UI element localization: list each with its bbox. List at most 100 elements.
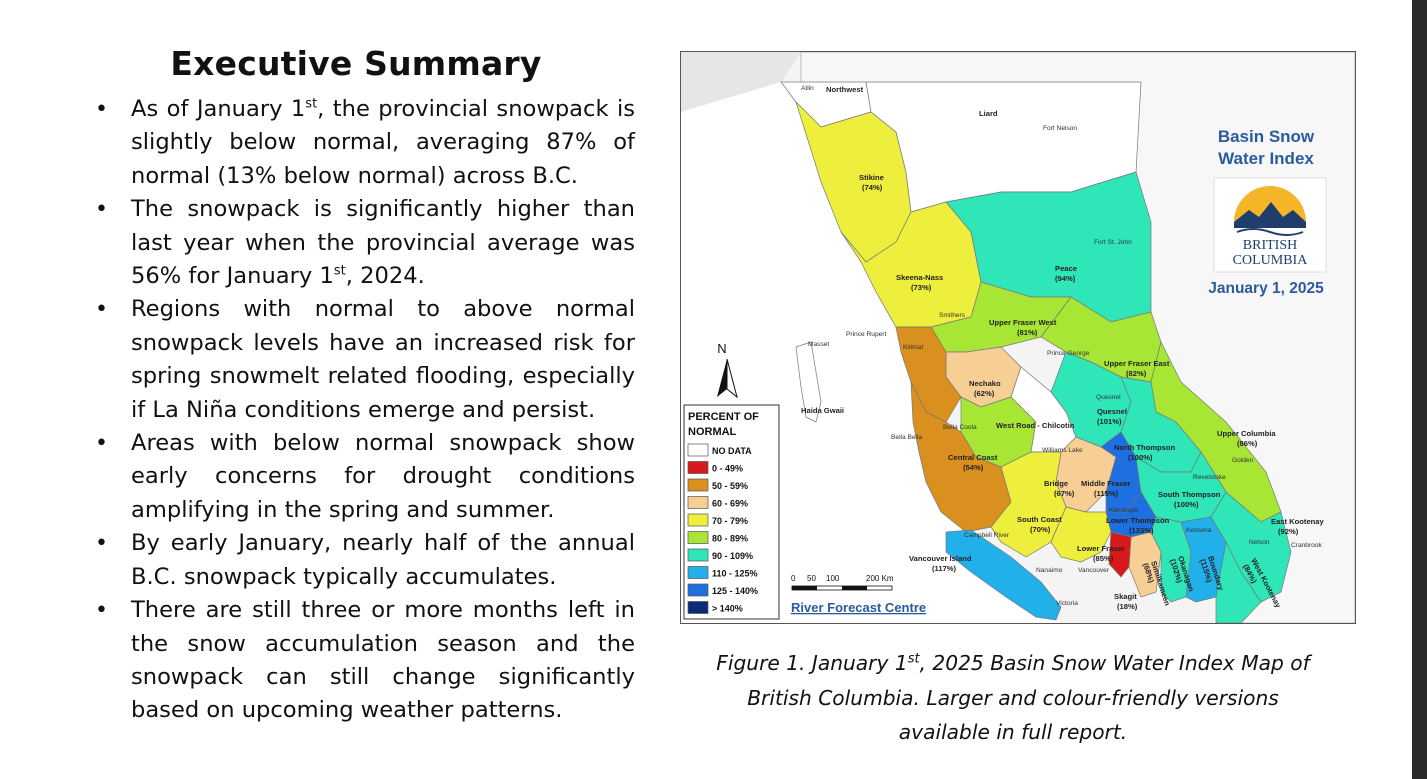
svg-text:NORMAL: NORMAL (688, 426, 737, 438)
svg-text:Central Coast: Central Coast (948, 453, 998, 462)
svg-text:(73%): (73%) (911, 283, 932, 292)
legend-swatch (687, 513, 709, 527)
svg-text:Bella Coola: Bella Coola (943, 424, 977, 431)
svg-text:Northwest: Northwest (826, 85, 864, 94)
svg-text:(70%): (70%) (1030, 525, 1051, 534)
svg-text:Prince George: Prince George (1047, 350, 1090, 357)
svg-text:Fort Nelson: Fort Nelson (1043, 125, 1077, 132)
svg-text:(100%): (100%) (1174, 500, 1199, 509)
region-lower-fraser (1050, 506, 1112, 563)
list-item: Areas with below normal snowpack show ea… (90, 427, 635, 527)
svg-text:Liard: Liard (979, 109, 998, 118)
svg-text:(54%): (54%) (963, 463, 984, 472)
svg-text:(115%): (115%) (1094, 489, 1119, 498)
page-title: Executive Summary (170, 44, 542, 83)
legend-swatch (687, 583, 709, 597)
svg-text:Kitimat: Kitimat (903, 344, 923, 351)
svg-text:Nechako: Nechako (969, 379, 1001, 388)
svg-text:COLUMBIA: COLUMBIA (1233, 253, 1309, 268)
legend-label: 60 - 69% (712, 499, 748, 509)
svg-text:BRITISH: BRITISH (1243, 238, 1297, 253)
svg-text:Lower Fraser: Lower Fraser (1077, 544, 1125, 553)
svg-text:(94%): (94%) (1055, 274, 1076, 283)
svg-text:Smithers: Smithers (939, 312, 966, 319)
bc-logo: BRITISH COLUMBIA (1213, 177, 1327, 273)
svg-text:PERCENT OF: PERCENT OF (688, 411, 759, 423)
legend-swatch (687, 531, 709, 544)
list-item: As of January 1st, the provincial snowpa… (90, 93, 635, 193)
map-index-title: Basin Snow (1218, 127, 1315, 146)
legend-label: NO DATA (712, 446, 752, 456)
svg-text:Upper Columbia: Upper Columbia (1217, 429, 1276, 438)
svg-text:(85%): (85%) (1093, 554, 1114, 563)
svg-text:Nelson: Nelson (1249, 539, 1270, 546)
svg-text:South Coast: South Coast (1017, 515, 1062, 524)
legend-swatch (687, 601, 709, 614)
legend-swatch (687, 548, 709, 562)
region-haida-gwaii (795, 341, 822, 423)
svg-text:N: N (717, 341, 726, 356)
legend-swatch (687, 443, 709, 457)
list-item: There are still three or more months lef… (90, 594, 635, 728)
svg-text:Golden: Golden (1232, 457, 1254, 464)
legend-label: 50 - 59% (712, 481, 748, 491)
region-boundary (1180, 516, 1227, 603)
svg-text:Revelstoke: Revelstoke (1193, 474, 1226, 481)
svg-text:(133%): (133%) (1129, 526, 1154, 535)
region-vancouver-island (945, 529, 1062, 621)
legend-label: 70 - 79% (712, 516, 748, 526)
map-legend: PERCENT OF NORMAL NO DATA 0 - 49% 50 - 59%… (683, 404, 780, 620)
svg-text:Fort St. John: Fort St. John (1094, 239, 1132, 246)
svg-text:East Kootenay: East Kootenay (1271, 517, 1325, 526)
svg-text:50: 50 (807, 574, 816, 583)
svg-text:Masset: Masset (808, 341, 829, 348)
svg-text:(62%): (62%) (974, 389, 995, 398)
svg-text:0: 0 (791, 574, 796, 583)
svg-text:(100%): (100%) (1128, 453, 1153, 462)
svg-text:South Thompson: South Thompson (1158, 490, 1221, 499)
svg-text:Vancouver: Vancouver (1078, 567, 1110, 574)
river-forecast-centre-link[interactable]: River Forecast Centre (791, 600, 926, 615)
region-central-coast-north (895, 326, 962, 423)
svg-text:Atlin: Atlin (801, 85, 814, 92)
region-west-kootenay (1215, 540, 1262, 623)
list-item: By early January, nearly half of the ann… (90, 527, 635, 594)
svg-text:(117%): (117%) (932, 564, 957, 573)
svg-text:(92%): (92%) (1278, 527, 1299, 536)
list-item: The snowpack is significantly higher tha… (90, 193, 635, 293)
legend-label: 110 - 125% (712, 569, 758, 579)
svg-text:Nanaimo: Nanaimo (1036, 567, 1063, 574)
svg-text:Vancouver Island: Vancouver Island (909, 554, 972, 563)
svg-text:North Thompson: North Thompson (1114, 443, 1176, 452)
svg-text:Quesnel: Quesnel (1097, 407, 1127, 416)
svg-text:(67%): (67%) (1054, 489, 1075, 498)
svg-text:Cranbrook: Cranbrook (1291, 542, 1322, 549)
svg-text:Middle Fraser: Middle Fraser (1081, 479, 1130, 488)
svg-text:Bella Bella: Bella Bella (891, 434, 922, 441)
svg-text:Quesnel: Quesnel (1096, 394, 1121, 401)
svg-text:Campbell River: Campbell River (964, 532, 1010, 539)
north-arrow-icon: N (717, 341, 738, 399)
svg-text:(18%): (18%) (1117, 602, 1138, 611)
svg-text:(82%): (82%) (1126, 369, 1147, 378)
svg-text:Upper Fraser West: Upper Fraser West (989, 318, 1057, 327)
legend-swatch (687, 496, 709, 509)
svg-text:Haida Gwaii: Haida Gwaii (801, 406, 844, 415)
legend-swatch (687, 478, 709, 492)
list-item: Regions with normal to above normal snow… (90, 293, 635, 427)
svg-text:Stikine: Stikine (859, 173, 884, 182)
legend-swatch (687, 566, 709, 579)
svg-text:Victoria: Victoria (1056, 600, 1078, 607)
svg-text:200 Km: 200 Km (866, 574, 894, 583)
svg-text:Lower Thompson: Lower Thompson (1106, 516, 1170, 525)
figure-caption: Figure 1. January 1st, 2025 Basin Snow W… (716, 651, 1310, 744)
map-date: January 1, 2025 (1208, 280, 1324, 297)
svg-text:Williams Lake: Williams Lake (1042, 447, 1083, 454)
legend-label: 0 - 49% (712, 464, 743, 474)
svg-text:Bridge: Bridge (1044, 479, 1068, 488)
svg-text:(86%): (86%) (1237, 439, 1258, 448)
svg-text:West Road - Chilcotin: West Road - Chilcotin (996, 421, 1075, 430)
svg-text:Skagit: Skagit (1114, 592, 1137, 601)
legend-swatch (687, 461, 709, 474)
summary-bullet-list: As of January 1st, the provincial snowpa… (90, 93, 635, 728)
